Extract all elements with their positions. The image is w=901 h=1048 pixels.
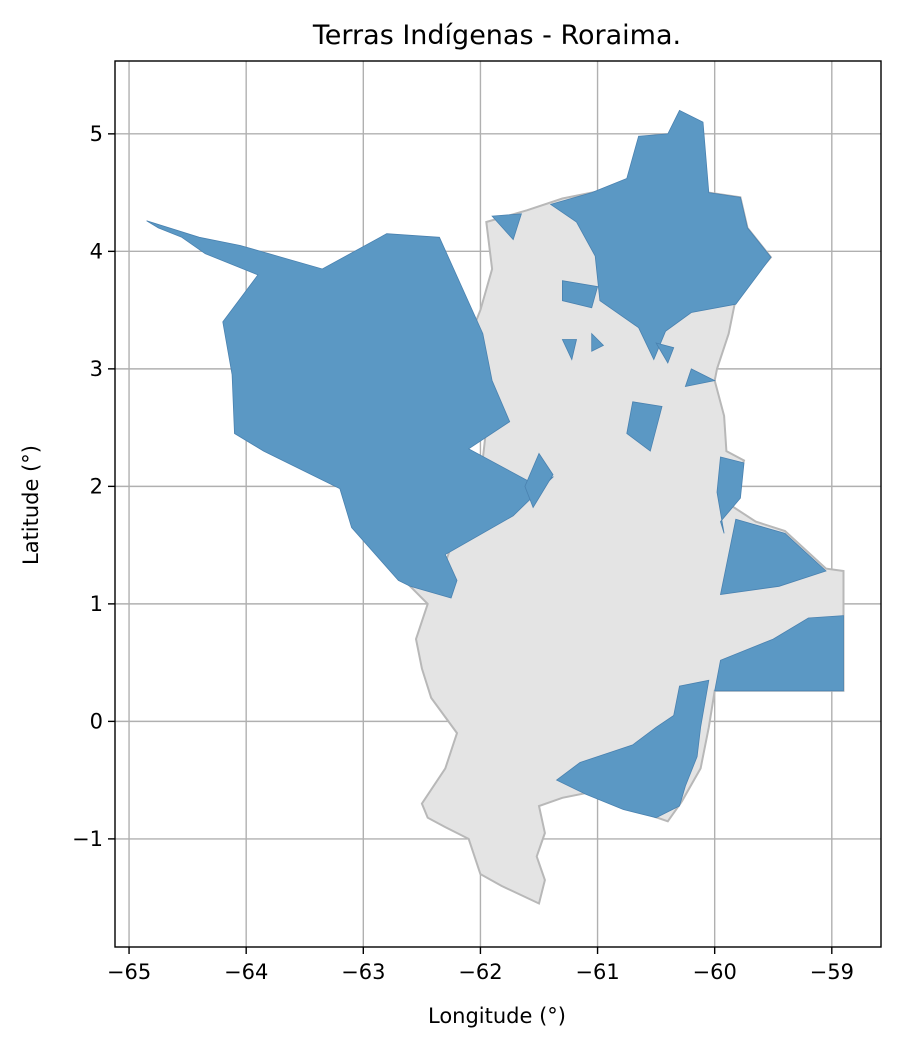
indigenous-land-polygon (655, 342, 675, 364)
x-axis-label: Longitude (°) (428, 1004, 566, 1028)
indigenous-land-polygon (626, 401, 663, 452)
x-tick-label: −64 (224, 960, 268, 984)
indigenous-land-polygon (146, 220, 555, 599)
indigenous-land-polygon (591, 332, 605, 352)
indigenous-land-polygon (555, 679, 710, 819)
indigenous-land-polygon (549, 109, 772, 361)
indigenous-land-polygon (562, 280, 599, 309)
indigenous-land-polygon (524, 452, 554, 509)
y-tick-label: 1 (90, 592, 103, 616)
indigenous-land-polygon (561, 339, 578, 361)
y-tick-label: −1 (72, 827, 103, 851)
y-tick-label: 2 (90, 474, 103, 498)
x-tick-label: −60 (693, 960, 737, 984)
indigenous-land-polygon (714, 615, 844, 692)
x-tick-label: −59 (810, 960, 854, 984)
y-tick-label: 5 (90, 122, 103, 146)
y-tick-label: 0 (90, 709, 103, 733)
x-tick-label: −65 (107, 960, 151, 984)
indigenous-lands (146, 109, 844, 819)
axes-frame (114, 60, 882, 948)
x-tick-label: −62 (458, 960, 502, 984)
indigenous-land-polygon (491, 213, 522, 241)
indigenous-land-polygon (684, 368, 716, 388)
y-axis-label: Latitude (°) (19, 445, 43, 565)
x-tick-label: −61 (575, 960, 619, 984)
chart-title: Terras Indígenas - Roraima. (312, 20, 681, 51)
axis-ticks: −65 −64 −63 −62 −61 −60 −59 −1 0 1 2 3 4 5 (72, 122, 854, 984)
indigenous-land-polygon (716, 456, 745, 534)
indigenous-land-polygon (719, 518, 827, 595)
y-tick-label: 4 (90, 239, 103, 263)
x-tick-label: −63 (341, 960, 385, 984)
y-tick-label: 3 (90, 357, 103, 381)
